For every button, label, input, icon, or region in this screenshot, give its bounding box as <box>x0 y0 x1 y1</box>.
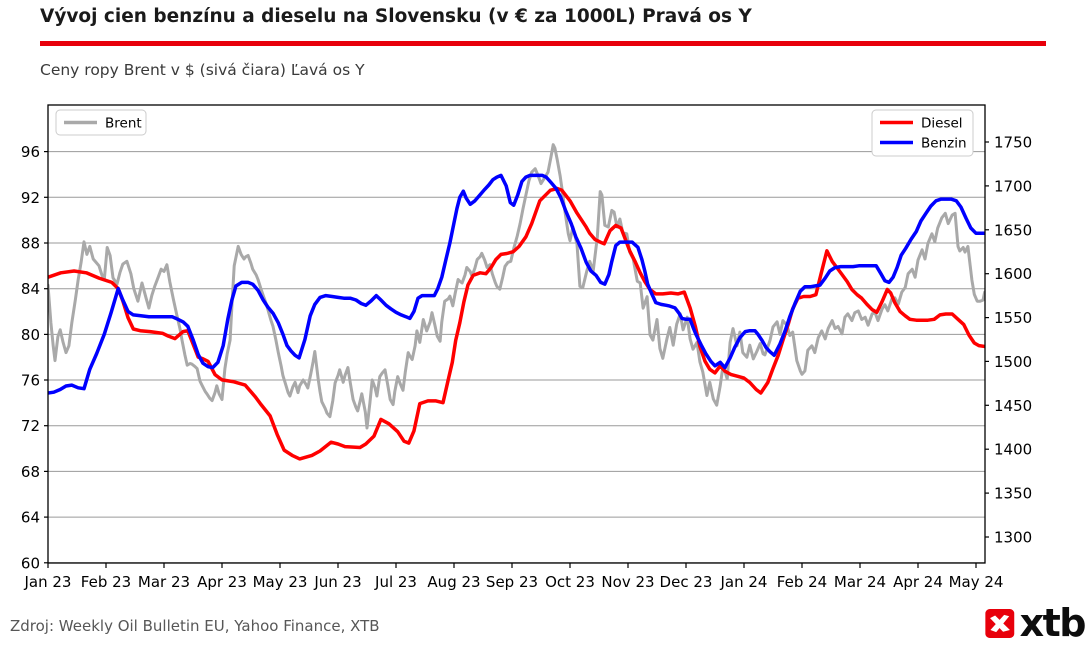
x-axis-tick-label: Mar 23 <box>138 573 190 591</box>
right-axis-tick-label: 1700 <box>994 177 1032 195</box>
plot-border <box>47 104 986 564</box>
xtb-logo: xtb <box>985 601 1085 645</box>
right-axis: 1750 1700 1650 1600 1550 1500 1450 1400 1350 1300 <box>985 134 1032 547</box>
left-axis-tick-label: 60 <box>21 554 40 572</box>
x-axis: Jan 23 Feb 23 Mar 23 Apr 23 May 23 Jun 23 Jul … <box>24 563 1004 591</box>
page-title: Vývoj cien benzínu a dieselu na Slovensk… <box>40 6 752 27</box>
left-axis-tick-label: 64 <box>21 509 40 527</box>
right-axis-tick-label: 1650 <box>994 221 1032 239</box>
left-axis-tick-label: 72 <box>21 417 40 435</box>
x-axis-tick-label: Apr 23 <box>197 573 247 591</box>
x-axis-tick-label: Dec 23 <box>660 573 713 591</box>
legend-label-brent: Brent <box>105 116 142 132</box>
right-axis-tick-label: 1350 <box>994 485 1032 503</box>
grid-lines <box>48 151 985 564</box>
title-underline <box>40 41 1046 46</box>
left-axis-tick-label: 84 <box>21 280 40 298</box>
x-axis-tick-label: Jan 23 <box>24 573 72 591</box>
source-note: Zdroj: Weekly Oil Bulletin EU, Yahoo Fin… <box>10 617 380 635</box>
x-axis-tick-label: Mar 24 <box>834 573 886 591</box>
legend-label-benzin: Benzin <box>921 136 967 152</box>
right-axis-tick-label: 1400 <box>994 441 1032 459</box>
right-axis-tick-label: 1750 <box>994 134 1032 152</box>
x-axis-tick-label: Jul 23 <box>374 573 417 591</box>
benzin-line <box>48 173 985 395</box>
right-axis-tick-label: 1300 <box>994 529 1032 547</box>
x-axis-tick-label: Nov 23 <box>601 573 654 591</box>
left-axis-tick-label: 68 <box>21 463 40 481</box>
series-lines <box>48 143 985 461</box>
x-axis-tick-label: Feb 24 <box>777 573 827 591</box>
xtb-logo-icon <box>985 608 1015 638</box>
legend-label-diesel: Diesel <box>921 116 963 132</box>
x-axis-tick-label: Jan 24 <box>720 573 768 591</box>
left-axis-tick-label: 80 <box>21 326 40 344</box>
x-axis-tick-label: Aug 23 <box>427 573 480 591</box>
left-axis-tick-label: 76 <box>21 372 40 390</box>
x-axis-tick-label: May 23 <box>253 573 308 591</box>
left-axis-tick-label: 88 <box>21 235 40 253</box>
left-axis-tick-label: 96 <box>21 143 40 161</box>
right-axis-tick-label: 1450 <box>994 397 1032 415</box>
x-axis-tick-label: Jun 23 <box>313 573 361 591</box>
xtb-logo-text: xtb <box>1019 601 1085 645</box>
left-axis: 96 92 88 84 80 76 72 68 64 60 <box>21 143 48 572</box>
right-axis-tick-label: 1600 <box>994 265 1032 283</box>
legend-fuels: Diesel Benzin <box>871 109 974 157</box>
legend-brent: Brent <box>55 109 147 136</box>
left-axis-tick-label: 92 <box>21 189 40 207</box>
page-subtitle: Ceny ropy Brent v $ (sivá čiara) Ľavá os… <box>40 61 365 79</box>
x-axis-tick-label: May 24 <box>949 573 1004 591</box>
x-axis-tick-label: Sep 23 <box>486 573 538 591</box>
right-axis-tick-label: 1500 <box>994 353 1032 371</box>
brent-line <box>48 143 985 430</box>
x-axis-tick-label: Feb 23 <box>81 573 131 591</box>
right-axis-tick-label: 1550 <box>994 309 1032 327</box>
x-axis-tick-label: Apr 24 <box>893 573 943 591</box>
diesel-line <box>48 186 985 461</box>
x-axis-tick-label: Oct 23 <box>545 573 595 591</box>
